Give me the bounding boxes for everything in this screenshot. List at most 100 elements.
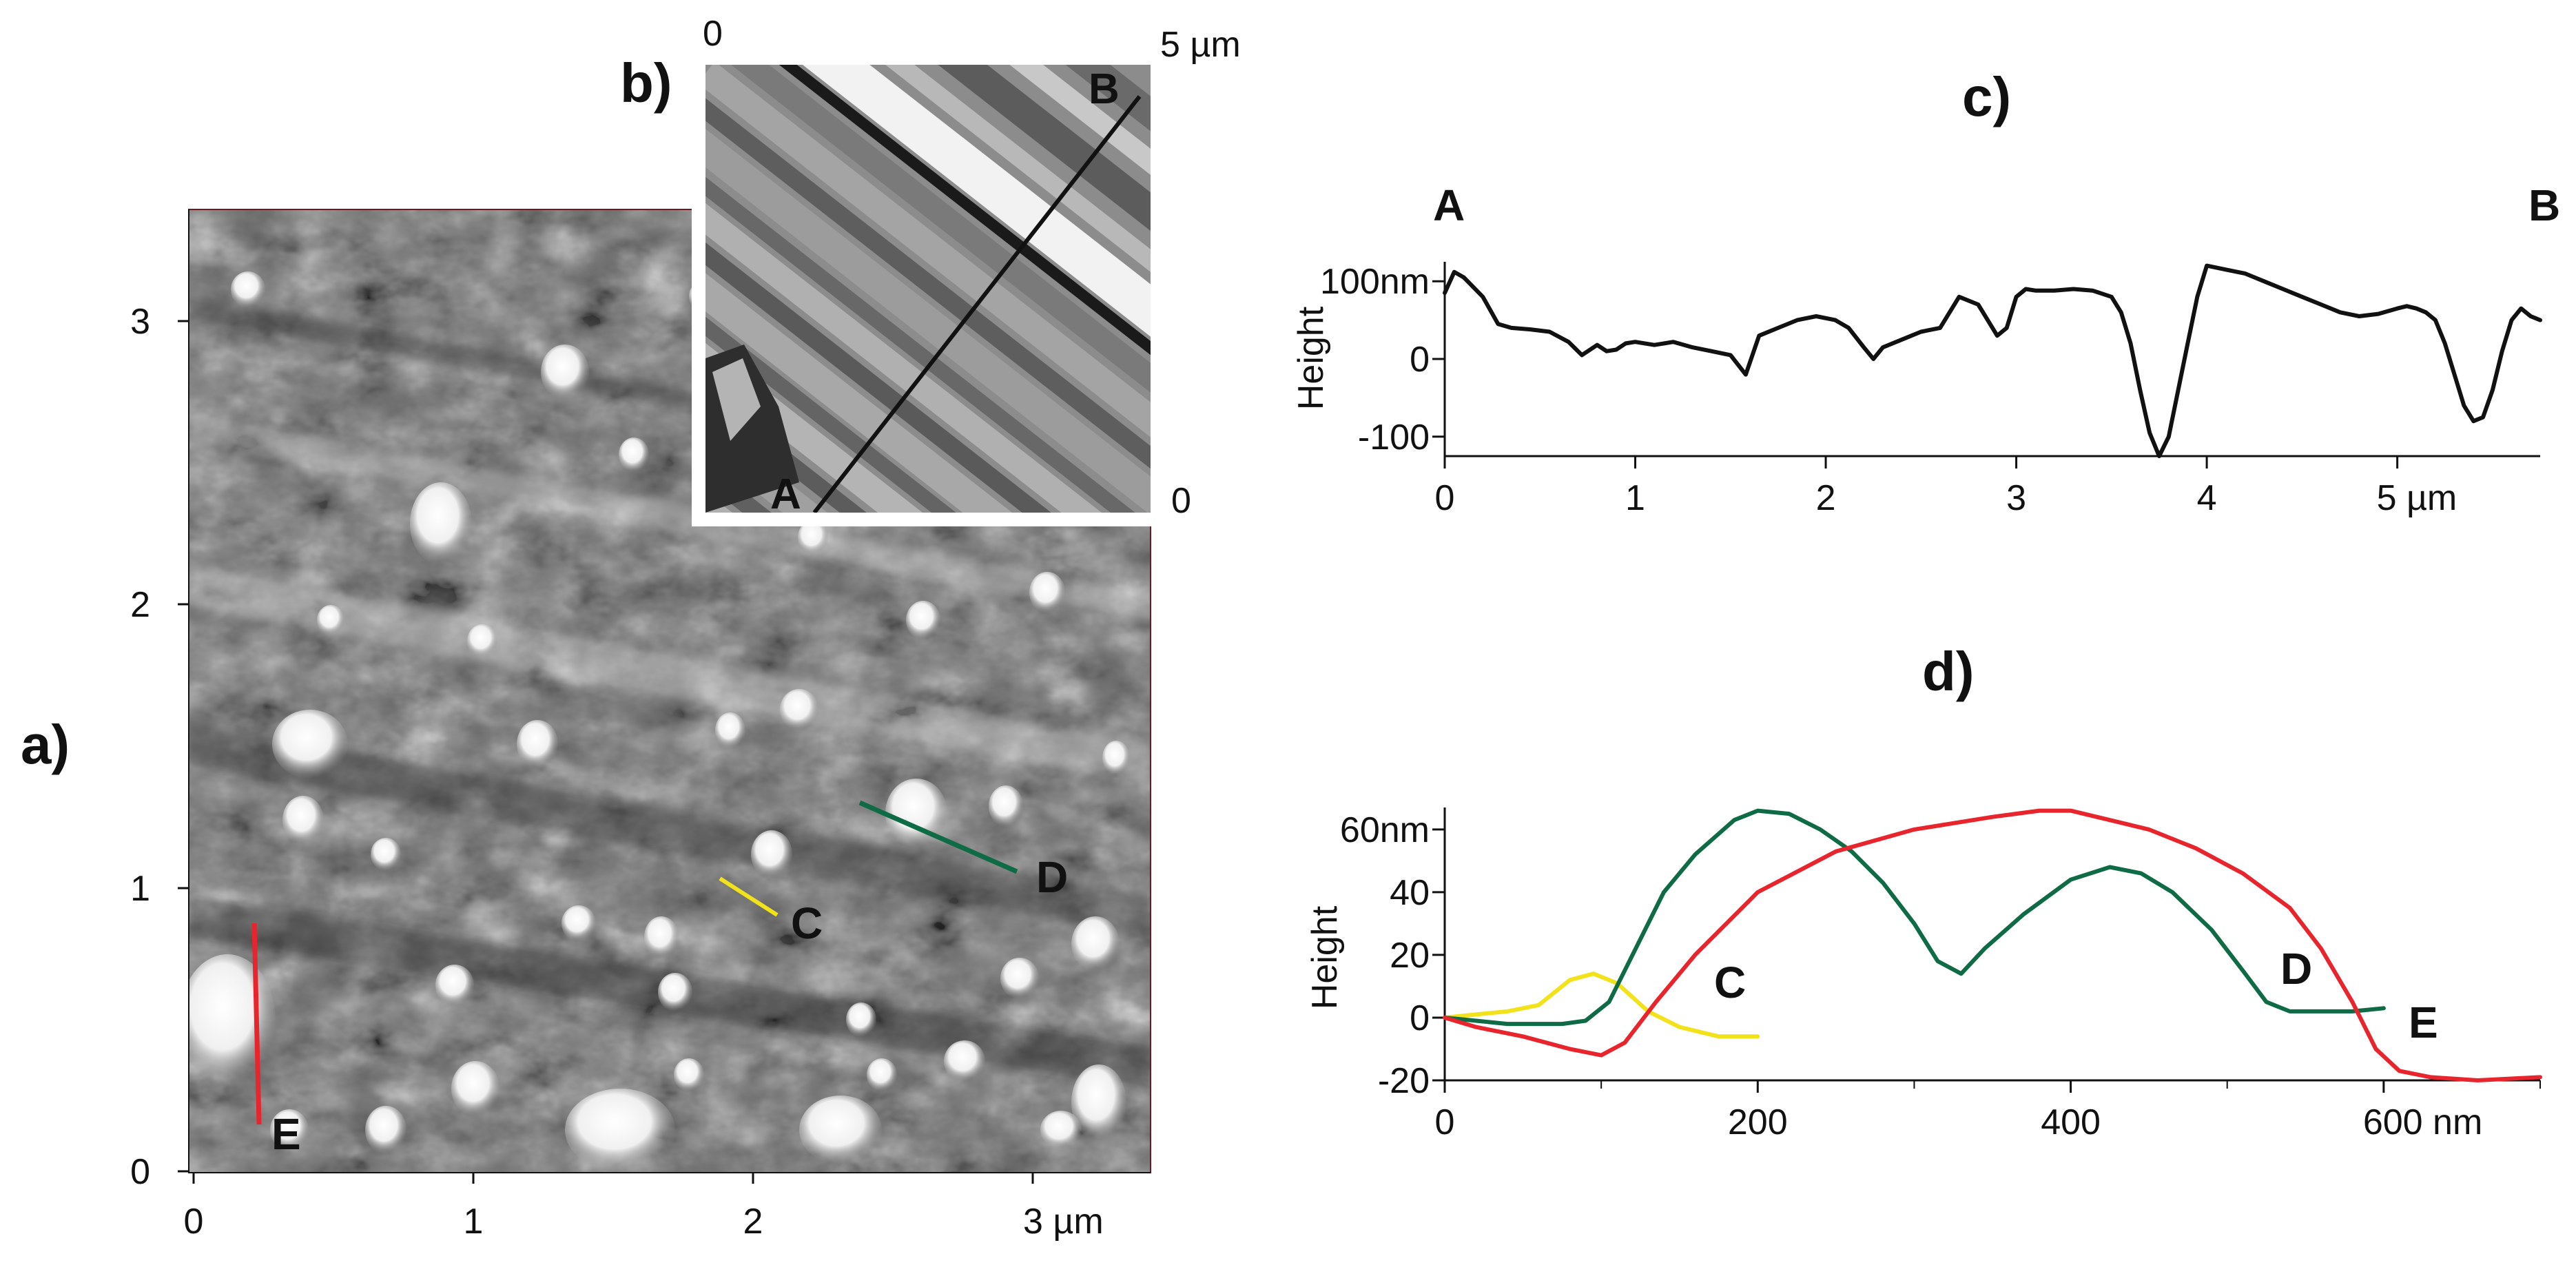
- panel-a-particle: [1000, 958, 1039, 999]
- panel-a-particle: [751, 830, 792, 878]
- panel-a-particle: [317, 605, 344, 635]
- panel-a-x-tick-label-0: 0: [184, 1202, 204, 1242]
- panel-d-y-tick-label: 20: [1390, 936, 1430, 976]
- profile-line-e: [251, 923, 262, 1125]
- panel-a-y-tick-label-3: 3: [130, 302, 150, 342]
- panel-a-particle: [270, 1109, 309, 1151]
- panel-a-particle: [798, 520, 828, 555]
- panel-c-y-tick-label: 0: [1410, 340, 1430, 380]
- panel-label-a: a): [21, 714, 70, 775]
- panel-a-particle: [541, 344, 589, 400]
- panel-a-particle: [674, 1058, 704, 1091]
- panel-a-particle: [644, 916, 679, 958]
- panel-a-particle: [189, 954, 276, 1085]
- profile-line-c: [719, 876, 779, 917]
- panel-a-particle: [989, 785, 1023, 827]
- profile-label-c: C: [791, 898, 823, 948]
- panel-a-x-tick-2: 2: [743, 1173, 763, 1242]
- panel-c-x-tick-label: 3: [2006, 478, 2026, 518]
- panel-a-particle: [371, 838, 401, 871]
- panel-a-y-tick-3: 3: [130, 302, 189, 342]
- panel-a-y-tick-label-0: 0: [130, 1152, 150, 1192]
- panel-b-tick-top-left: 0: [703, 14, 723, 54]
- panel-a-particle: [435, 965, 474, 1006]
- panel-a-particle: [658, 973, 692, 1011]
- profile-line-ab: [812, 95, 1142, 513]
- panel-a-particle: [410, 482, 472, 565]
- panel-a-particle: [1102, 741, 1130, 775]
- panel-d-y-tick-label: 60nm: [1340, 810, 1430, 850]
- panel-a-particle: [467, 624, 497, 657]
- panel-a-particle: [799, 1096, 882, 1164]
- panel-a-particle: [906, 601, 940, 639]
- panel-a-particle: [619, 438, 649, 472]
- panel-a-x-tick-label-3: 3 µm: [1023, 1202, 1104, 1242]
- panel-a-y-tick-0: 0: [130, 1152, 189, 1192]
- panel-a-y-tick-2: 2: [130, 585, 189, 625]
- panel-a-particle: [565, 1089, 675, 1171]
- panel-d-series: [1443, 808, 2542, 1082]
- panel-c-x-tick-label: 2: [1816, 478, 1836, 518]
- profile-line-d: [858, 800, 1018, 874]
- panel-a-particle: [517, 720, 558, 768]
- panel-b-afm-image: A B 0 5 µm 0 b): [620, 14, 1241, 526]
- panel-a-axes: 0 1 2 3 µm 0 1 2 3: [130, 209, 1151, 1242]
- panel-d-series-e: [1443, 808, 2542, 1082]
- panel-d-x-tick-label: 200: [1728, 1102, 1788, 1142]
- panel-a-particle: [715, 712, 745, 748]
- panel-a-y-tick-label-2: 2: [130, 585, 150, 625]
- panel-a-particle: [846, 1002, 876, 1037]
- panel-a-particle: [1029, 572, 1065, 613]
- panel-d-x-tick-label: 400: [2041, 1102, 2101, 1142]
- panel-c-y-tick-label: -100: [1358, 418, 1430, 457]
- panel-a-particle: [1071, 1065, 1126, 1140]
- panel-a-particle: [867, 1058, 897, 1091]
- panel-label-b: b): [620, 52, 672, 114]
- panel-a-particle: [231, 271, 265, 307]
- panel-d-x-tick-label: 600 nm: [2363, 1102, 2482, 1142]
- panel-b-tick-bottom-right: 0: [1171, 481, 1191, 521]
- panel-c-y-tick-label: 100nm: [1320, 262, 1430, 302]
- panel-a-particle: [561, 905, 596, 941]
- panel-c-x-tick-label: 4: [2197, 478, 2217, 518]
- panel-d-series-d: [1443, 808, 2386, 1027]
- panel-a-particle: [885, 779, 947, 847]
- panel-a-y-tick-label-1: 1: [130, 869, 150, 909]
- profile-label-b: B: [1089, 65, 1120, 113]
- profile-label-e: E: [271, 1109, 301, 1159]
- panel-d-y-tick-label: -20: [1378, 1061, 1430, 1101]
- panel-label-d: d): [1922, 641, 1975, 702]
- panel-a-particle: [451, 1061, 499, 1116]
- panel-b-tick-top-right: 5 µm: [1160, 25, 1241, 65]
- panel-c-x-tick-label: 5 µm: [2377, 478, 2457, 518]
- profile-c-start-label: A: [1433, 181, 1465, 230]
- panel-a-particles: [189, 271, 1130, 1171]
- panel-b-image-area: [705, 65, 1151, 513]
- panel-c-series: [1443, 263, 2542, 458]
- panel-a-particle: [282, 796, 324, 844]
- panel-d-y-tick-label: 40: [1390, 873, 1430, 913]
- panel-a-y-tick-1: 1: [130, 869, 189, 909]
- panel-a-x-tick-1: 1: [464, 1173, 483, 1242]
- panel-d-ylabel: Height: [1305, 905, 1345, 1009]
- panel-label-c: c): [1962, 66, 2011, 127]
- panel-c-ylabel: Height: [1291, 306, 1331, 410]
- panel-a-x-tick-3: 3 µm: [1023, 1173, 1104, 1242]
- panel-d-y-tick-label: 0: [1410, 998, 1430, 1038]
- panel-c-series-a-b: [1443, 263, 2542, 458]
- panel-d-height-profiles: d) Height C D E 0 200 400 600 nm-200204060n…: [1305, 641, 2542, 1142]
- panel-d-curve-label-d: D: [2280, 944, 2312, 994]
- panel-a-x-tick-0: 0: [184, 1173, 204, 1242]
- panel-d-series-c: [1443, 971, 1760, 1039]
- panel-a-x-tick-label-2: 2: [743, 1202, 763, 1242]
- panel-a-particle: [365, 1106, 406, 1154]
- profile-label-d: D: [1036, 852, 1068, 902]
- panel-c-x-tick-label: 1: [1625, 478, 1645, 518]
- panel-a-particle: [1071, 916, 1120, 971]
- panel-a-particle: [272, 710, 348, 779]
- panel-a-particle: [1040, 1111, 1082, 1149]
